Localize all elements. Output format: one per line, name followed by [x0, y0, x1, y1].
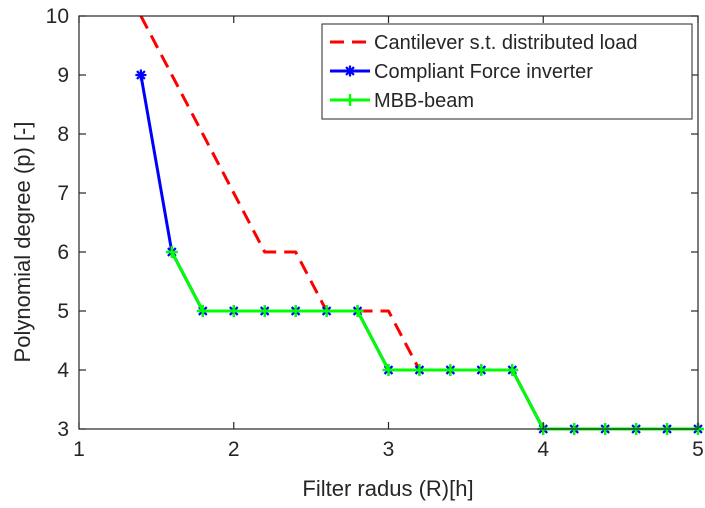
y-tick-label-7: 10 [46, 5, 69, 28]
y-tick-label-5: 8 [57, 123, 69, 146]
series-2-point-6 [351, 305, 364, 317]
legend-label-0: Cantilever s.t. distributed load [374, 32, 637, 54]
legend-box [321, 23, 693, 120]
legend: Cantilever s.t. distributed load Complian… [321, 23, 693, 120]
y-tick-label-4: 7 [57, 182, 69, 205]
series-2-point-9 [444, 364, 457, 376]
series-2-point-2 [227, 305, 240, 317]
legend-label-2: MBB-beam [374, 90, 474, 112]
axes-layer: 1 2 3 4 5 3 4 5 6 7 8 9 10 [46, 5, 704, 461]
y-tick-label-6: 9 [57, 64, 69, 87]
series-line-2 [170, 251, 698, 431]
y-tick-label-1: 4 [57, 359, 69, 382]
series-2-point-3 [258, 305, 271, 317]
series-2-point-1 [196, 305, 209, 317]
x-tick-label-2: 3 [383, 438, 395, 461]
y-axis-label: Polynomial degree (p) [-] [10, 122, 35, 363]
series-2-point-7 [382, 364, 395, 376]
legend-marker-1-stroke-3 [345, 66, 355, 76]
series-2-point-11 [506, 364, 519, 376]
series-1-point-0 [135, 69, 147, 81]
legend-marker-1 [344, 65, 356, 77]
series-2-point-8 [413, 364, 426, 376]
series-2-point-5 [320, 305, 333, 317]
series-2-point-10 [475, 364, 488, 376]
legend-marker-2 [344, 94, 356, 106]
series-2-point-0 [165, 246, 178, 258]
x-tick-label-0: 1 [73, 438, 85, 461]
y-tick-label-0: 3 [57, 418, 69, 441]
x-tick-label-1: 2 [228, 438, 240, 461]
y-tick-label-3: 6 [57, 241, 69, 264]
series-2-point-4 [289, 305, 302, 317]
x-axis-label: Filter radus (R)[h] [302, 476, 473, 501]
y-tick-label-2: 5 [57, 300, 69, 323]
x-tick-label-3: 4 [537, 438, 549, 461]
series-1-point-0-stroke-3 [136, 70, 146, 80]
x-tick-label-4: 5 [692, 438, 704, 461]
legend-label-1: Compliant Force inverter [374, 61, 593, 83]
